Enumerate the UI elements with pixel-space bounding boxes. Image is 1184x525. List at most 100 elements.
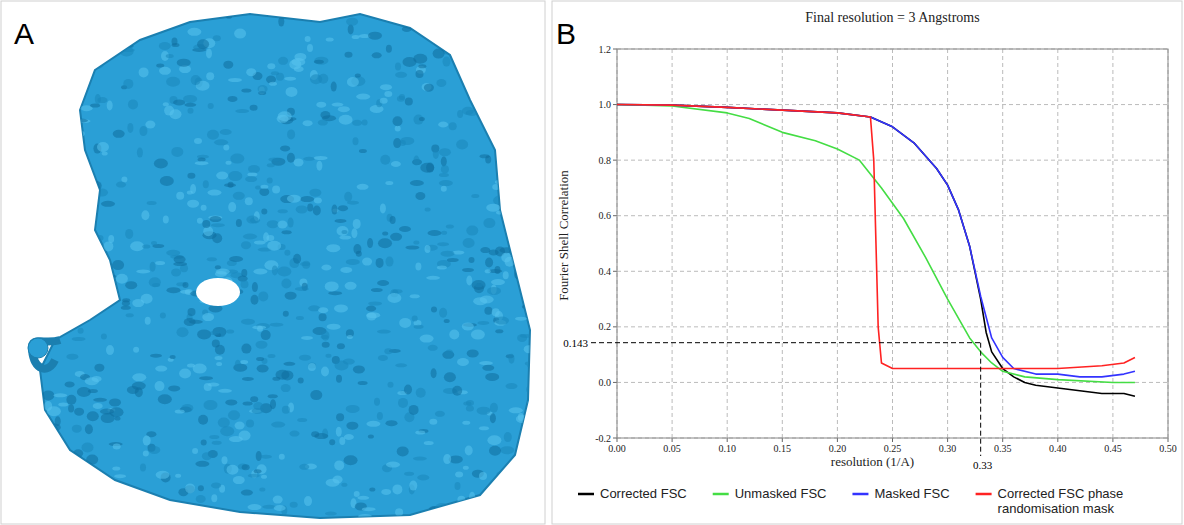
legend-item: Masked FSC [852,486,949,501]
density-blob [405,246,419,250]
density-blob [53,393,67,397]
density-blob [300,196,314,202]
density-blob [497,472,509,476]
tick-label: 1.2 [599,44,612,55]
density-blob [107,25,117,31]
density-blob [317,8,329,18]
density-blob [216,362,222,366]
density-blob [310,74,322,84]
density-blob [163,216,169,224]
density-blob [39,325,49,333]
density-blob [115,489,121,493]
density-blob [74,163,84,173]
density-blob [453,504,467,508]
density-blob [499,163,507,169]
density-blob [321,265,331,271]
density-blob [496,211,504,215]
density-blob [352,35,360,39]
tick-label: -0.2 [595,433,611,444]
density-blob [444,319,450,323]
density-blob [351,228,357,238]
density-blob [386,420,398,426]
grid-line [837,49,838,438]
density-blob [314,60,324,64]
density-blob [68,405,74,413]
density-blob [331,82,337,92]
density-blob [290,502,298,508]
density-blob [127,123,133,133]
density-blob [96,189,108,197]
density-blob [211,482,221,488]
density-blob [354,491,360,497]
density-blob [335,219,347,223]
fsc-line [617,105,1135,369]
density-blob [191,75,201,85]
density-blob [332,205,338,215]
density-blob [156,471,170,479]
density-blob [491,58,501,64]
density-blob [39,278,53,286]
density-blob [469,492,475,502]
density-blob [270,399,276,409]
density-blob [74,119,88,123]
density-blob [340,267,352,273]
density-blob [366,306,376,312]
density-blob [55,321,69,331]
density-blob [355,73,361,77]
density-blob [137,148,143,158]
grid-line [617,326,1168,327]
density-blob [509,407,523,413]
density-blob [520,334,532,338]
density-blob [506,175,520,181]
density-blob [304,496,312,506]
density-blob [316,102,326,108]
density-blob [433,149,439,159]
density-blob [261,208,267,214]
density-blob [188,108,194,114]
density-blob [287,153,295,163]
density-blob [166,77,180,87]
density-body [40,14,530,518]
density-blob [439,308,447,318]
density-blob [149,277,161,287]
density-blob [163,102,169,106]
density-blob [514,269,520,279]
density-blob [56,198,64,206]
density-blob [279,10,293,14]
density-blob [235,109,249,113]
density-blob [208,103,214,109]
density-blob [390,233,402,241]
tick-mark [947,438,948,442]
density-blob [487,287,501,295]
density-blob [218,418,230,428]
density-blob [56,328,62,332]
density-blob [126,313,134,317]
density-blob [314,198,322,204]
density-blob [477,321,489,325]
tick-mark [613,271,617,272]
density-blob [242,515,254,525]
density-blob [303,120,313,126]
axis-title: resolution (1/A) [831,454,914,469]
tick-label: 0.30 [939,443,957,454]
density-blob [51,135,59,143]
data-lines [617,105,1135,397]
density-blob [48,72,60,78]
density-blob [156,63,164,67]
density-blob [107,101,113,111]
density-blob [106,345,114,355]
density-blob [462,322,474,330]
density-blob [426,276,440,280]
density-blob [228,78,242,82]
density-blob [296,316,304,320]
density-blob [295,287,309,291]
density-blob [272,377,280,381]
density-blob [197,329,211,339]
density-blob [114,474,126,478]
tick-label: 0.35 [994,443,1012,454]
density-blob [281,279,291,289]
density-blob [395,126,401,132]
density-blob [254,469,262,473]
density-blob [51,189,63,193]
density-blob [62,81,72,85]
